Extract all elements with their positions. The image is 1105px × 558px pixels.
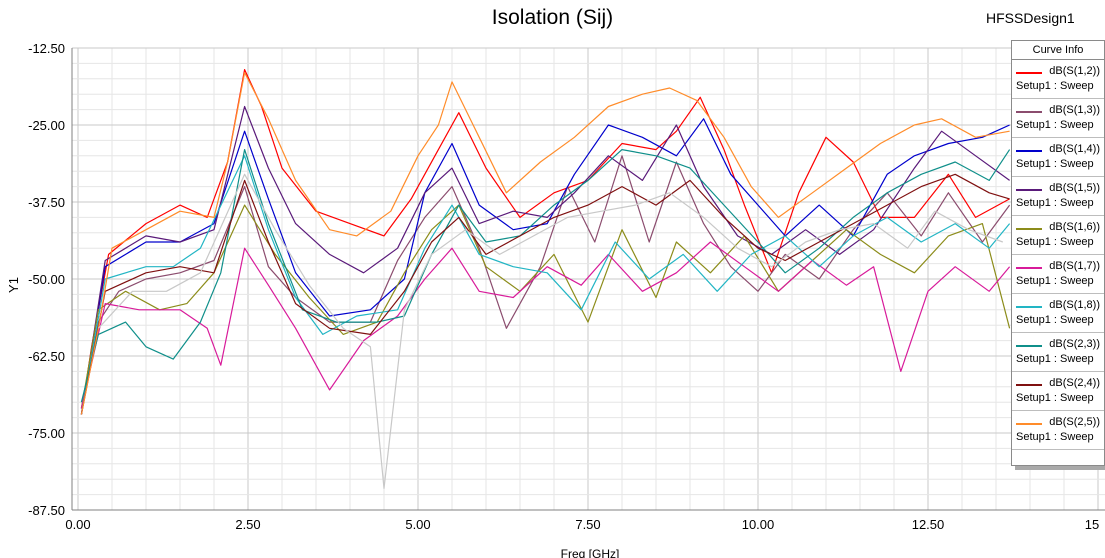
- legend-series-name: dB(S(2,4)): [1049, 377, 1100, 389]
- legend-swatch: [1016, 423, 1042, 425]
- y-tick-label: -62.50: [28, 349, 65, 364]
- series-layer: [80, 69, 1011, 489]
- legend-entry[interactable]: dB(S(1,6)) Setup1 : Sweep: [1012, 216, 1104, 255]
- legend-setup-label: Setup1 : Sweep: [1016, 158, 1094, 170]
- legend-series-name: dB(S(1,4)): [1049, 143, 1100, 155]
- legend-setup-label: Setup1 : Sweep: [1016, 275, 1094, 287]
- y-axis-label: Y1: [6, 277, 21, 293]
- legend-swatch: [1016, 306, 1042, 308]
- series-line: [80, 155, 1011, 415]
- legend-series-name: dB(S(1,7)): [1049, 260, 1100, 272]
- series-line: [80, 173, 1010, 415]
- x-tick-label: 12.50: [912, 517, 945, 532]
- legend-entry[interactable]: dB(S(2,5)) Setup1 : Sweep: [1012, 411, 1104, 450]
- x-tick-label: 15: [1085, 517, 1099, 532]
- legend-setup-label: Setup1 : Sweep: [1016, 353, 1094, 365]
- series-line: [97, 173, 1004, 489]
- legend-swatch: [1016, 189, 1042, 191]
- legend-series-name: dB(S(1,5)): [1049, 182, 1100, 194]
- x-ticks: 0.00 2.50 5.00 7.50 10.00 12.50 15: [65, 517, 1099, 532]
- legend-series-name: dB(S(2,3)): [1049, 338, 1100, 350]
- legend-swatch: [1016, 150, 1042, 152]
- legend-entries: dB(S(1,2)) Setup1 : Sweep dB(S(1,3)) Setup1…: [1012, 60, 1104, 450]
- legend-swatch: [1016, 384, 1042, 386]
- x-tick-label: 0.00: [65, 517, 90, 532]
- legend-series-name: dB(S(1,6)): [1049, 221, 1100, 233]
- x-tick-label: 10.00: [742, 517, 775, 532]
- legend-setup-label: Setup1 : Sweep: [1016, 431, 1094, 443]
- legend-swatch: [1016, 345, 1042, 347]
- legend-series-name: dB(S(1,2)): [1049, 65, 1100, 77]
- legend-series-name: dB(S(2,5)): [1049, 416, 1100, 428]
- legend-entry[interactable]: dB(S(1,3)) Setup1 : Sweep: [1012, 99, 1104, 138]
- x-tick-label: 2.50: [235, 517, 260, 532]
- series-line: [80, 241, 1011, 409]
- legend-setup-label: Setup1 : Sweep: [1016, 392, 1094, 404]
- y-tick-label: -75.00: [28, 426, 65, 441]
- legend-entry[interactable]: dB(S(1,5)) Setup1 : Sweep: [1012, 177, 1104, 216]
- y-tick-label: -12.50: [28, 41, 65, 56]
- series-line: [80, 72, 1010, 415]
- x-tick-label: 7.50: [575, 517, 600, 532]
- legend-series-name: dB(S(1,3)): [1049, 104, 1100, 116]
- chart-title: Isolation (Sij): [491, 6, 614, 29]
- legend-entry[interactable]: dB(S(1,4)) Setup1 : Sweep: [1012, 138, 1104, 177]
- y-tick-label: -25.00: [28, 118, 65, 133]
- legend-entry[interactable]: dB(S(1,7)) Setup1 : Sweep: [1012, 255, 1104, 294]
- legend-swatch: [1016, 267, 1042, 269]
- y-tick-label: -37.50: [28, 195, 65, 210]
- legend-swatch: [1016, 111, 1042, 113]
- legend-setup-label: Setup1 : Sweep: [1016, 119, 1094, 131]
- legend-series-name: dB(S(1,8)): [1049, 299, 1100, 311]
- series-line: [80, 149, 1011, 403]
- y-tick-label: -87.50: [28, 503, 65, 518]
- design-name: HFSSDesign1: [986, 10, 1075, 26]
- series-line: [80, 105, 1010, 415]
- legend-header: Curve Info: [1012, 41, 1104, 60]
- legend-entry[interactable]: dB(S(2,3)) Setup1 : Sweep: [1012, 333, 1104, 372]
- legend-swatch: [1016, 228, 1042, 230]
- x-tick-label: 5.00: [405, 517, 430, 532]
- legend-setup-label: Setup1 : Sweep: [1016, 314, 1094, 326]
- series-line: [80, 69, 1010, 415]
- curve-info-legend[interactable]: Curve Info dB(S(1,2)) Setup1 : Sweep dB(S(…: [1011, 40, 1105, 466]
- legend-setup-label: Setup1 : Sweep: [1016, 80, 1094, 92]
- legend-entry[interactable]: dB(S(1,2)) Setup1 : Sweep: [1012, 60, 1104, 99]
- x-axis-label: Freq [GHz]: [561, 547, 620, 558]
- legend-swatch: [1016, 72, 1042, 74]
- legend-setup-label: Setup1 : Sweep: [1016, 197, 1094, 209]
- y-ticks: -12.50 -25.00 -37.50 -50.00 -62.50 -75.00 -87.…: [28, 41, 65, 518]
- legend-entry[interactable]: dB(S(2,4)) Setup1 : Sweep: [1012, 372, 1104, 411]
- grid: [71, 47, 1105, 511]
- legend-entry[interactable]: dB(S(1,8)) Setup1 : Sweep: [1012, 294, 1104, 333]
- y-tick-label: -50.00: [28, 272, 65, 287]
- legend-setup-label: Setup1 : Sweep: [1016, 236, 1094, 248]
